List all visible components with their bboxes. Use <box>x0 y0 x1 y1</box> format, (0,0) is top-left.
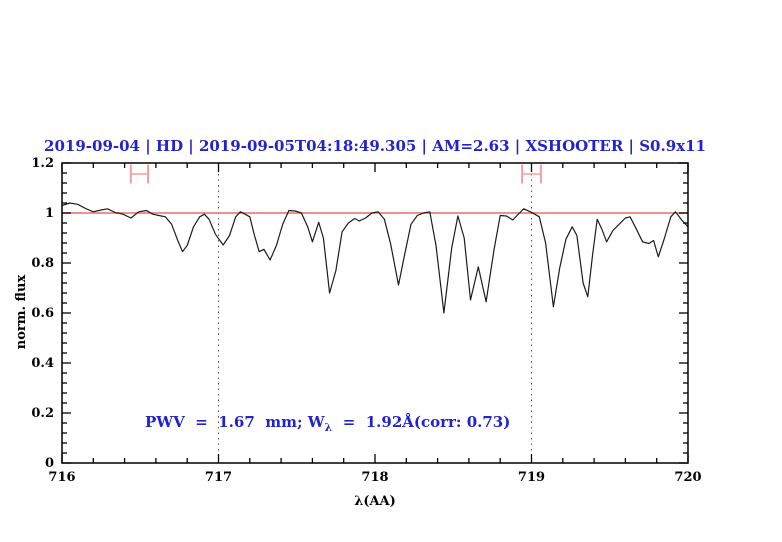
y-tick-label: 1.2 <box>31 156 54 171</box>
y-tick-label: 0.6 <box>31 306 54 321</box>
y-tick-label: 1 <box>44 206 54 221</box>
x-tick-label: 718 <box>361 470 389 485</box>
x-tick-label: 720 <box>674 470 702 485</box>
y-tick-label: 0.2 <box>31 406 54 421</box>
pwv-annotation: PWV = 1.67 mm; Wλ = 1.92Å(corr: 0.73) <box>145 413 510 434</box>
pwv-annotation-text-2: = 1.92Å(corr: 0.73) <box>332 413 511 431</box>
plot-title: 2019-09-04 | HD | 2019-09-05T04:18:49.30… <box>44 137 706 155</box>
x-tick-label: 717 <box>204 470 233 485</box>
y-axis-label: norm. flux <box>14 274 29 350</box>
x-axis-label: λ(AA) <box>354 494 396 509</box>
pwv-annotation-text: PWV = 1.67 mm; W <box>145 413 325 431</box>
y-tick-label: 0 <box>44 456 54 471</box>
lambda-subscript: λ <box>324 421 333 434</box>
x-tick-label: 719 <box>517 470 546 485</box>
y-tick-label: 0.4 <box>31 356 54 371</box>
spectrum-line <box>61 202 689 314</box>
y-tick-label: 0.8 <box>31 256 54 271</box>
x-tick-label: 716 <box>48 470 76 485</box>
